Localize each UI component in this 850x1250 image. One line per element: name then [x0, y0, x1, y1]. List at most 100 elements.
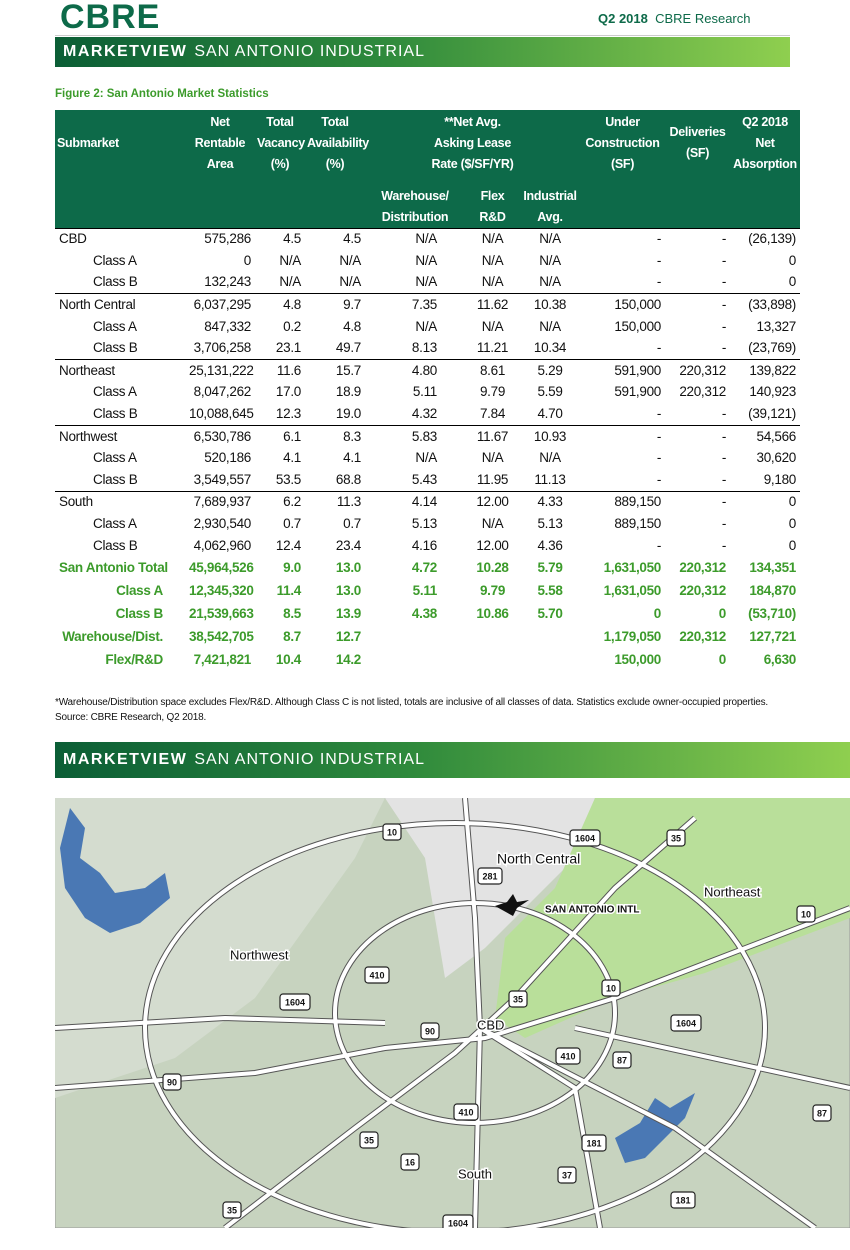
row-label: South	[55, 490, 185, 514]
cell: -	[656, 340, 662, 356]
cell: -	[580, 227, 666, 251]
map-label: Northeast	[704, 884, 761, 899]
cell: 15.7	[305, 359, 365, 382]
region-northeast	[495, 798, 850, 1038]
shield-label: 181	[675, 1195, 690, 1205]
cell: -	[656, 406, 662, 422]
cell: 1,631,050	[603, 559, 662, 575]
footnote: Source: CBRE Research, Q2 2018.	[55, 712, 207, 723]
cell: (23,769)	[748, 340, 797, 356]
header-line: Total	[321, 115, 349, 129]
cell: 150,000	[614, 651, 662, 667]
cell: 8.3	[305, 424, 365, 448]
cell: 4.5	[255, 227, 305, 251]
cell: 49.7	[335, 340, 361, 356]
lake	[615, 1093, 695, 1163]
cell: N/A	[339, 274, 361, 290]
row-label: Class B	[115, 605, 164, 621]
cell: 4.14	[365, 490, 465, 514]
header-line: Q2 2018	[742, 115, 788, 129]
table-row: Class A 2,930,540 0.7 0.7 5.13 N/A 5.13 889,150…	[55, 513, 800, 535]
table-row: Class B 3,706,258 23.1 49.7 8.13 11.21 10.34 - -…	[55, 337, 800, 359]
shield-label: 1604	[285, 997, 305, 1007]
cell: 591,900	[580, 359, 666, 382]
shield-label: 410	[369, 970, 384, 980]
row-label: Northeast	[55, 359, 185, 382]
cell: 6,530,786	[185, 424, 255, 448]
cell: 4.1	[343, 450, 361, 466]
cell: 6.1	[255, 424, 305, 448]
cell: 4.5	[305, 227, 365, 251]
header-line: **Net Avg.	[444, 115, 501, 129]
cell: 3,706,258	[193, 340, 252, 356]
cell: 220,312	[679, 559, 727, 575]
cell: 7,689,937	[185, 490, 255, 514]
row-label: North Central	[55, 293, 185, 316]
table-row: Flex/R&D 7,421,821 10.4 14.2 150,000 0 6,630	[55, 648, 800, 671]
cell: 5.79	[537, 559, 563, 575]
row-label: Class B	[93, 537, 138, 553]
shield	[557, 1166, 577, 1184]
header-line: Availability	[307, 136, 369, 150]
header-line: (%)	[325, 157, 345, 171]
shield	[670, 1014, 702, 1032]
cell: 0.2	[283, 318, 301, 334]
cell: 5.11	[412, 384, 437, 400]
cell: 19.0	[335, 406, 361, 422]
shield-label: 87	[617, 1055, 627, 1065]
cell: 6.2	[255, 490, 305, 514]
shield-label: 1604	[575, 833, 595, 843]
cell: 45,964,526	[189, 559, 254, 575]
cell: 25,131,222	[185, 359, 255, 382]
cell: 0	[788, 252, 797, 268]
row-label: Class B	[93, 274, 138, 290]
header-cell: Q2 2018 Net Absorption	[730, 110, 801, 228]
header-line: Rate ($/SF/YR)	[431, 157, 514, 171]
shield	[420, 1022, 440, 1040]
header-line: Area	[206, 157, 234, 171]
cell: 21,539,663	[189, 605, 254, 621]
cell: N/A	[465, 227, 520, 251]
cell: 4.8	[343, 318, 361, 334]
table-row: North Central 6,037,295 4.8 9.7 7.35 11.62 10.…	[55, 293, 801, 316]
cell: 13.0	[335, 582, 361, 598]
banner: MARKETVIEW SAN ANTONIO INDUSTRIAL	[55, 37, 790, 67]
cell: N/A	[520, 227, 581, 251]
cell: (39,121)	[748, 406, 797, 422]
shield-label: 35	[513, 994, 523, 1004]
cell: N/A	[415, 252, 437, 268]
map-label: South	[458, 1166, 492, 1181]
footnotes: *Warehouse/Distribution space excludes F…	[55, 695, 768, 725]
cell: N/A	[339, 252, 361, 268]
cell: 889,150	[580, 490, 666, 514]
footnote: *Warehouse/Distribution space excludes F…	[55, 697, 769, 708]
header-sub: Industrial Avg.	[520, 180, 581, 228]
shield	[555, 1047, 581, 1065]
cell: 220,312	[665, 359, 731, 382]
cell: 0	[788, 516, 797, 532]
cell: -	[656, 450, 662, 466]
cell: 0	[788, 274, 797, 290]
cell: 0.7	[283, 516, 301, 532]
table-row: Class A 12,345,320 11.4 13.0 5.11 9.79 5.58 1,6…	[55, 579, 800, 602]
cell: 139,822	[730, 359, 801, 382]
cell: 0	[718, 651, 727, 667]
cell: 8.13	[411, 340, 437, 356]
cell: 3,549,557	[193, 471, 252, 487]
cell: 134,351	[749, 559, 797, 575]
shield	[670, 1191, 696, 1209]
table-row: Northeast 25,131,222 11.6 15.7 4.80 8.61 5.29 5…	[55, 359, 801, 382]
cell: 5.13	[537, 516, 563, 532]
cell: -	[721, 318, 727, 334]
shield	[812, 1104, 832, 1122]
table-row: Northwest 6,530,786 6.1 8.3 5.83 11.67 10.93- -…	[55, 424, 801, 448]
cell: 12.00	[465, 490, 520, 514]
shield	[569, 829, 601, 847]
region-north-central	[385, 798, 595, 978]
map-label: SAN ANTONIO INTL	[545, 905, 639, 916]
cell	[465, 625, 520, 648]
map: North Central Northeast Northwest CBD South S…	[55, 798, 850, 1228]
cell: 23.4	[335, 537, 361, 553]
cell: 11.62	[465, 293, 520, 316]
cell: 9.79	[479, 384, 506, 400]
